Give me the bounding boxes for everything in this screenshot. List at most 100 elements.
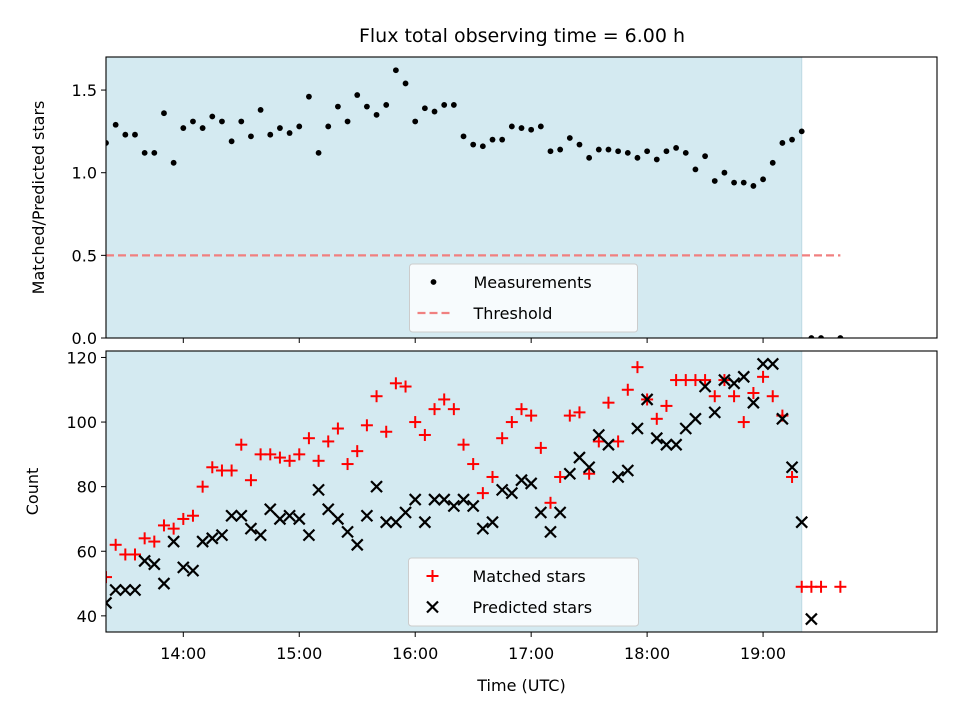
measurements-point <box>450 102 457 108</box>
predicted-stars-point <box>244 522 258 535</box>
predicted-stars-point <box>698 380 712 393</box>
predicted-stars-point <box>679 422 693 435</box>
measurements-point <box>412 118 419 125</box>
measurements-point <box>798 128 805 135</box>
measurements-point <box>731 179 737 186</box>
predicted-stars-point <box>708 406 722 419</box>
predicted-stars-point <box>747 396 760 409</box>
matched-stars-point <box>621 383 634 396</box>
predicted-stars-point <box>350 538 364 552</box>
measurements-point <box>537 123 544 130</box>
measurements-point <box>653 156 660 163</box>
measurements-point <box>547 148 554 155</box>
predicted-stars-point <box>418 515 432 529</box>
predicted-stars-point <box>766 357 780 371</box>
measurements-point <box>161 110 167 117</box>
legend: Measurements Threshold <box>409 263 638 333</box>
predicted-stars-point <box>341 525 354 539</box>
measurements-point <box>624 149 631 156</box>
matched-stars-point <box>322 435 335 448</box>
predicted-stars-point <box>621 464 635 477</box>
measurements-point <box>122 131 129 138</box>
measurements-point <box>267 131 274 138</box>
matched-stars-point <box>360 419 373 432</box>
legend: Matched stars Predicted stars <box>408 557 639 627</box>
matched-stars-point <box>128 548 141 561</box>
predicted-stars-point <box>399 506 412 519</box>
measurements-point <box>296 123 303 130</box>
predicted-stars-point <box>785 460 799 474</box>
data-layer <box>106 67 844 338</box>
predicted-stars-point <box>109 583 122 597</box>
predicted-stars-point <box>727 377 741 390</box>
y-axis-label: Count <box>23 468 42 516</box>
legend-box <box>408 557 639 627</box>
matched-stars-point <box>563 409 576 422</box>
matched-stars-point <box>409 416 422 429</box>
matched-stars-point <box>631 361 644 374</box>
predicted-stars-point <box>631 422 644 435</box>
predicted-stars-point <box>177 561 190 574</box>
x-tick-label: 14:00 <box>160 644 206 663</box>
predicted-stars-point <box>263 502 277 516</box>
measurements-point <box>112 121 119 128</box>
predicted-stars-point <box>486 515 499 529</box>
matched-stars-point <box>573 406 586 419</box>
measurements-point <box>769 159 776 166</box>
matched-stars-point <box>650 412 663 425</box>
measurements-point <box>470 141 477 148</box>
predicted-stars-point <box>312 483 325 497</box>
measurements-point <box>818 335 824 338</box>
measurements-point <box>141 149 148 156</box>
matched-stars-point <box>708 390 721 403</box>
matched-stars-point <box>737 416 750 429</box>
predicted-stars-point <box>428 493 441 506</box>
matched-stars-point <box>747 386 760 399</box>
y-tick-label: 60 <box>77 542 97 561</box>
bottom-panel-counts: 40 60 80 100 120 14:00 15:00 16:00 17:00 18:00 19:… <box>23 348 938 695</box>
predicted-stars-point <box>206 532 219 545</box>
predicted-stars-point <box>756 357 770 371</box>
predicted-stars-point <box>776 412 789 426</box>
predicted-stars-point <box>524 477 538 490</box>
measurements-point <box>692 166 699 173</box>
matched-stars-point <box>476 487 489 500</box>
measurements-point <box>373 111 380 118</box>
measurements-point <box>586 154 593 161</box>
matched-stars-point <box>331 422 344 435</box>
matched-stars-point <box>496 432 509 445</box>
measurements-point <box>750 183 757 189</box>
predicted-stars-point <box>273 512 287 526</box>
measurements-point <box>325 123 332 130</box>
predicted-stars-point <box>360 509 374 523</box>
legend-box <box>409 263 638 333</box>
measurements-point <box>199 125 206 131</box>
measurements-point <box>402 80 409 87</box>
measurements-point <box>528 126 535 133</box>
predicted-stars-point <box>660 438 673 451</box>
matched-stars-point <box>293 448 306 461</box>
measurements-point <box>673 145 680 151</box>
predicted-stars-point <box>447 499 461 513</box>
measurements-point <box>219 118 225 125</box>
measurements-point <box>315 149 322 156</box>
predicted-stars-point <box>370 480 383 493</box>
measurements-point <box>306 93 312 100</box>
predicted-stars-point <box>495 483 509 497</box>
predicted-stars-point <box>292 512 306 526</box>
y-tick-label: 80 <box>77 478 97 497</box>
matched-stars-point <box>264 448 277 461</box>
measurements-point <box>248 133 254 140</box>
predicted-stars-point <box>235 509 248 523</box>
y-axis-label: Matched/Predicted stars <box>29 101 48 295</box>
predicted-stars-point <box>544 525 557 539</box>
matched-stars-point <box>177 512 190 525</box>
matched-stars-point <box>602 396 615 409</box>
measurements-point <box>344 118 351 125</box>
predicted-stars-point <box>650 431 664 445</box>
measurements-point <box>383 102 390 108</box>
top-panel-ratio: 0.0 0.5 1.0 1.5 Matched/Predicted stars Measu… <box>29 56 938 348</box>
measurements-point <box>808 335 815 338</box>
legend-marker-measurements <box>430 279 437 285</box>
